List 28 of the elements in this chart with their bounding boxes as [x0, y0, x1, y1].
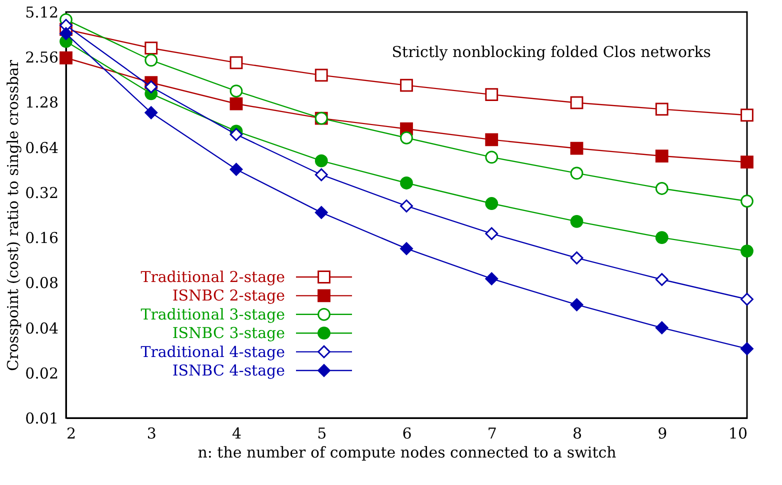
- x-tick-label: 10: [728, 424, 748, 442]
- legend-label: ISNBC 3-stage: [172, 324, 286, 342]
- y-tick-label: 0.32: [25, 184, 58, 202]
- y-tick-label: 5.12: [25, 4, 58, 22]
- y-tick-label: 0.04: [25, 319, 58, 338]
- y-tick-label: 0.64: [25, 138, 58, 157]
- x-tick-label: 8: [572, 424, 582, 442]
- y-tick-label: 1.28: [25, 94, 58, 112]
- x-tick-label: 7: [487, 424, 497, 442]
- y-axis-title: Crosspoint (cost) ratio to single crossbar: [4, 59, 22, 372]
- legend-label: Traditional 2-stage: [140, 268, 286, 286]
- legend-label: ISNBC 4-stage: [172, 362, 286, 380]
- y-tick-label: 0.01: [25, 410, 58, 428]
- legend-label: Traditional 4-stage: [140, 342, 286, 361]
- x-tick-label: 9: [658, 424, 668, 442]
- x-tick-label: 5: [317, 424, 327, 442]
- x-axis-title: n: the number of compute nodes connected to a switch: [198, 444, 617, 462]
- x-tick-label: 6: [402, 424, 412, 442]
- x-tick-label: 4: [232, 424, 242, 442]
- y-tick-label: 0.16: [25, 229, 58, 248]
- legend-label: ISNBC 2-stage: [172, 286, 286, 305]
- x-tick-label: 2: [66, 424, 76, 442]
- y-tick-label: 0.02: [25, 364, 58, 382]
- y-tick-label: 0.08: [25, 274, 58, 292]
- annotation: Strictly nonblocking folded Clos networks: [392, 43, 711, 61]
- x-tick-label: 3: [146, 424, 156, 442]
- legend-label: Traditional 3-stage: [140, 305, 286, 324]
- y-tick-label: 2.56: [25, 48, 58, 67]
